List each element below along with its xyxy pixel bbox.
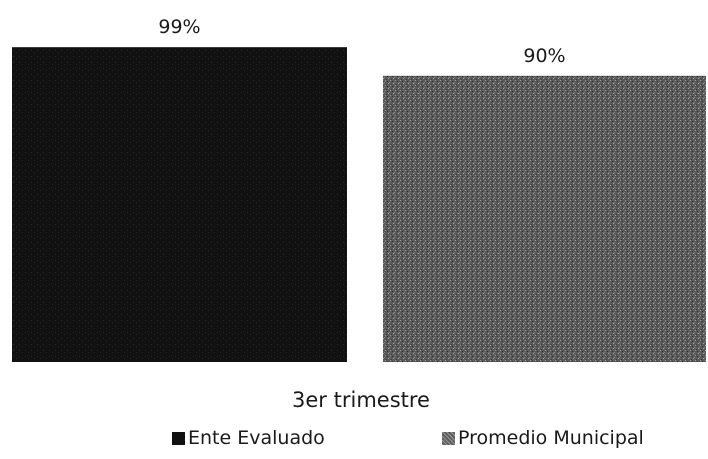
legend-label-promedio-municipal: Promedio Municipal [458, 427, 644, 449]
data-labels-group: 99% 90% [158, 16, 565, 67]
data-label-ente-evaluado: 99% [158, 16, 200, 38]
legend: Ente Evaluado Promedio Municipal [0, 427, 708, 455]
legend-swatch-ente-evaluado [172, 431, 185, 445]
legend-item-ente-evaluado[interactable]: Ente Evaluado [172, 427, 325, 449]
legend-swatch-promedio-municipal [442, 431, 455, 445]
legend-item-promedio-municipal[interactable]: Promedio Municipal [442, 427, 644, 449]
x-category-label: 3er trimestre [292, 388, 430, 412]
bar-promedio-municipal[interactable] [383, 75, 706, 363]
bars-group [12, 47, 706, 363]
data-label-promedio-municipal: 90% [523, 45, 565, 67]
legend-label-ente-evaluado: Ente Evaluado [188, 427, 325, 449]
bar-ente-evaluado[interactable] [12, 47, 347, 363]
